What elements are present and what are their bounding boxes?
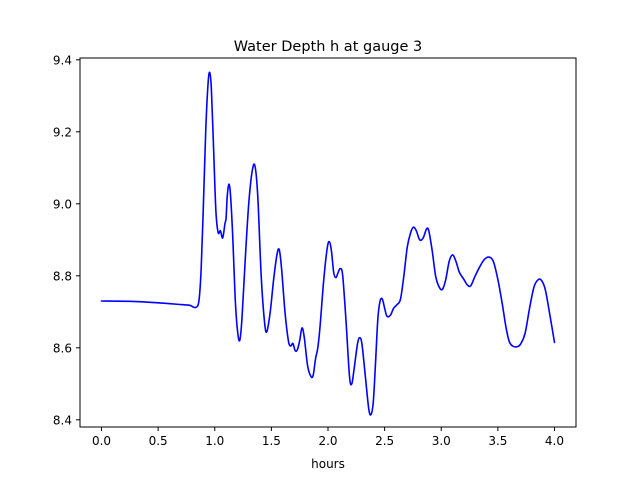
y-tick-label: 8.6 bbox=[53, 341, 72, 355]
series-line bbox=[100, 71, 556, 416]
x-tick-label: 0.5 bbox=[149, 434, 168, 448]
x-tick-label: 2.0 bbox=[318, 434, 337, 448]
x-tick-label: 0.0 bbox=[92, 434, 111, 448]
x-tick-label: 4.0 bbox=[545, 434, 564, 448]
series-layer bbox=[100, 71, 556, 416]
y-tick-label: 9.4 bbox=[53, 53, 72, 67]
y-tick-label: 9.2 bbox=[53, 125, 72, 139]
x-tick-label: 1.0 bbox=[205, 434, 224, 448]
x-tick-label: 2.5 bbox=[375, 434, 394, 448]
x-tick-label: 3.0 bbox=[432, 434, 451, 448]
x-axis-label: hours bbox=[311, 457, 345, 471]
y-tick-label: 8.4 bbox=[53, 413, 72, 427]
y-axis: 8.4 8.6 8.8 9.0 9.2 9.4 bbox=[53, 53, 80, 427]
chart-title: Water Depth h at gauge 3 bbox=[234, 39, 422, 55]
y-tick-label: 8.8 bbox=[53, 269, 72, 283]
x-tick-label: 3.5 bbox=[488, 434, 507, 448]
y-tick-label: 9.0 bbox=[53, 197, 72, 211]
x-axis: 0.0 0.5 1.0 1.5 2.0 2.5 3.0 3.5 4.0 bbox=[92, 427, 564, 448]
x-tick-label: 1.5 bbox=[262, 434, 281, 448]
